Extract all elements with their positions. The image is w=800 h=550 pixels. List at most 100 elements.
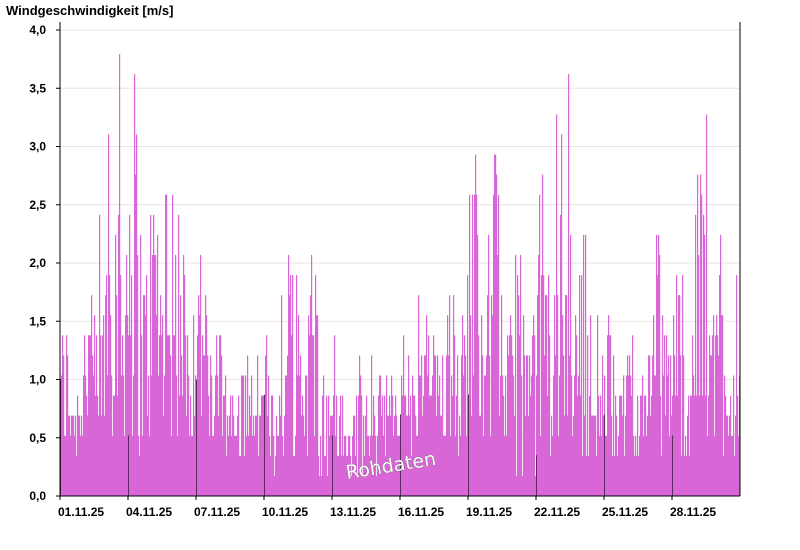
data-bar [487, 295, 489, 496]
data-bar [627, 355, 629, 496]
data-bar [68, 415, 70, 496]
data-bar [153, 214, 155, 497]
data-bar [284, 415, 286, 496]
data-bar [108, 134, 110, 496]
data-bar [557, 295, 559, 496]
data-bar [268, 375, 270, 496]
data-bar [199, 315, 201, 496]
data-bar [269, 435, 271, 496]
data-bar [515, 254, 517, 496]
data-bar [703, 214, 705, 497]
data-bar [191, 435, 193, 496]
data-bar [234, 435, 236, 496]
data-bar [301, 415, 303, 496]
data-bar [266, 335, 268, 496]
data-bar [667, 375, 669, 496]
y-tick-label: 0,5 [29, 431, 46, 445]
data-bar [105, 295, 107, 496]
data-bar [612, 455, 614, 496]
data-bar [261, 395, 263, 496]
data-bar [498, 194, 500, 496]
data-bar [419, 375, 421, 496]
data-bar [699, 395, 701, 496]
data-bar [123, 375, 125, 496]
data-bar [226, 455, 228, 496]
data-bar [440, 415, 442, 496]
data-bar [523, 315, 525, 496]
data-bar [130, 335, 132, 496]
data-bar [145, 315, 147, 496]
data-bar [584, 415, 586, 496]
data-bar [682, 275, 684, 496]
data-bar [87, 415, 89, 496]
data-bar [307, 455, 309, 496]
data-bar [600, 395, 602, 496]
data-bar [202, 335, 204, 496]
data-bar [335, 435, 337, 496]
data-bar [356, 395, 358, 496]
data-bar [694, 395, 696, 496]
data-bar [159, 335, 161, 496]
data-bar [308, 315, 310, 496]
y-tick-label: 3,0 [29, 140, 46, 154]
data-bar [482, 355, 484, 496]
data-bar [526, 355, 528, 496]
data-bar [494, 154, 496, 496]
data-bar [727, 415, 729, 496]
data-bar [283, 455, 285, 496]
x-tick-label: 10.11.25 [262, 505, 308, 519]
data-bar [151, 375, 153, 496]
data-bar [543, 275, 545, 496]
bar-series [60, 54, 741, 497]
data-bar [395, 395, 397, 496]
data-bar [81, 415, 83, 496]
data-bar [641, 395, 643, 496]
data-bar [718, 355, 720, 496]
data-bar [580, 395, 582, 496]
data-bar [730, 395, 732, 496]
data-bar [574, 375, 576, 496]
data-bar [219, 335, 221, 496]
data-bar [126, 254, 128, 496]
data-bar [314, 435, 316, 496]
data-bar [601, 435, 603, 496]
data-bar [410, 395, 412, 496]
data-bar [164, 375, 166, 496]
x-tick-label: 13.11.25 [330, 505, 376, 519]
data-bar [347, 455, 349, 496]
x-tick-label: 16.11.25 [398, 505, 444, 519]
data-bar [133, 375, 135, 496]
data-bar [305, 375, 307, 496]
data-bar [107, 375, 109, 496]
data-bar [296, 275, 298, 496]
data-bar [200, 254, 202, 496]
data-bar [333, 395, 335, 496]
data-bar [172, 194, 174, 496]
data-bar [262, 395, 264, 496]
data-bar [326, 395, 328, 496]
data-bar [625, 415, 627, 496]
data-bar [336, 395, 338, 496]
y-tick-labels: 0,0 0,5 1,0 1,5 2,0 2,5 3,0 3,5 4,0 [29, 23, 46, 503]
data-bar [98, 415, 100, 496]
data-bar [662, 315, 664, 496]
data-bar [492, 315, 494, 496]
data-bar [379, 375, 381, 496]
data-bar [438, 395, 440, 496]
data-bar [278, 435, 280, 496]
data-bar [403, 335, 405, 496]
data-bar [168, 335, 170, 496]
data-bar [385, 455, 387, 496]
data-bar [96, 335, 98, 496]
data-bar [90, 335, 92, 496]
data-bar [530, 395, 532, 496]
data-bar [537, 295, 539, 496]
data-bar [496, 174, 498, 496]
data-bar [695, 214, 697, 497]
data-bar [466, 435, 468, 496]
data-bar [213, 435, 215, 496]
data-bar [735, 415, 737, 496]
data-bar [524, 355, 526, 496]
data-bar [166, 194, 168, 496]
